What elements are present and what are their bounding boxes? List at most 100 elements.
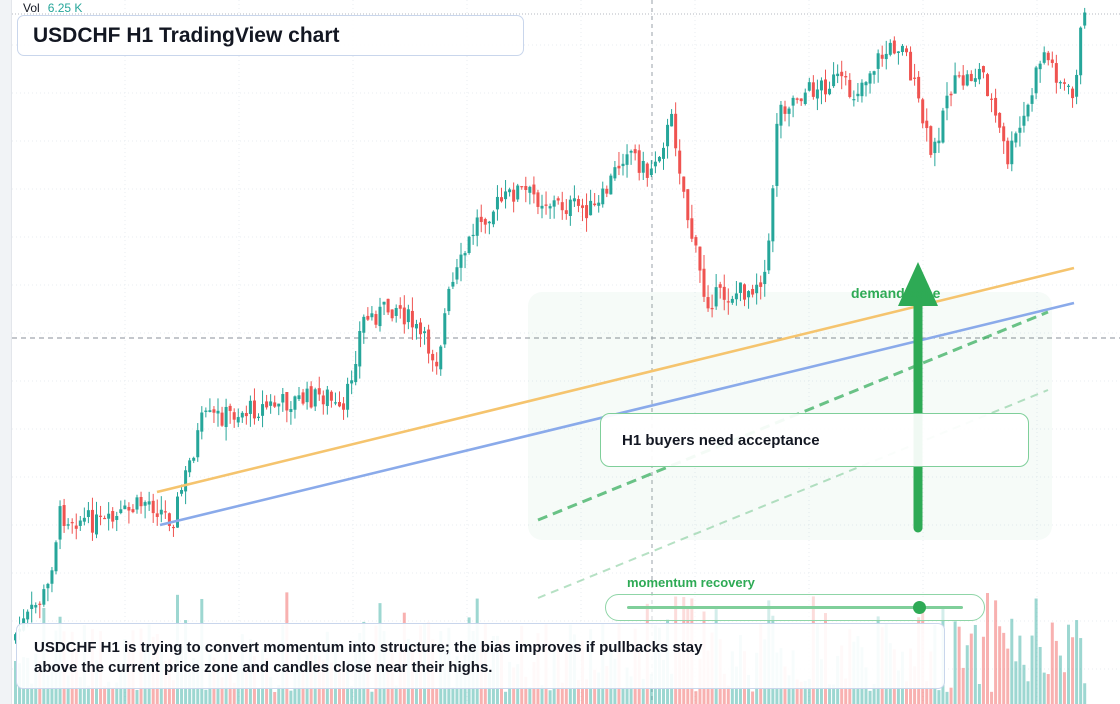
- candle-body: [62, 505, 66, 526]
- candle-body: [90, 509, 94, 533]
- volume-bar: [257, 688, 260, 704]
- volume-bar: [46, 675, 50, 704]
- candle-body: [236, 417, 240, 423]
- candle-body: [70, 522, 74, 524]
- candle-body: [305, 388, 309, 403]
- volume-bar: [135, 689, 139, 704]
- volume-bar: [277, 685, 281, 704]
- callout-text: H1 buyers need acceptance: [622, 431, 820, 449]
- volume-bar: [965, 645, 969, 704]
- candle-body: [734, 293, 738, 300]
- candle-body: [394, 307, 398, 316]
- candle-body: [131, 509, 135, 513]
- candle-body: [783, 106, 787, 114]
- candle-body: [969, 73, 973, 82]
- candle-body: [74, 525, 78, 529]
- candle-body: [990, 98, 994, 100]
- candle-body: [127, 506, 131, 511]
- candle-body: [451, 281, 455, 287]
- volume-bar: [451, 687, 455, 704]
- volume-bar: [832, 684, 836, 704]
- candle-body: [269, 401, 273, 406]
- volume-bar: [905, 681, 908, 704]
- candle-body: [471, 234, 475, 237]
- volume-bar: [273, 691, 277, 704]
- candle-body: [933, 141, 937, 154]
- candle-body: [99, 515, 103, 517]
- volume-bar: [973, 624, 977, 704]
- candle-body: [613, 167, 617, 179]
- volume-bar: [1058, 655, 1062, 704]
- candle-body: [159, 509, 163, 515]
- left-scale-strip: [0, 0, 12, 704]
- candle-body: [803, 92, 807, 104]
- volume-bar: [1054, 640, 1058, 704]
- volume-bar: [1075, 620, 1079, 704]
- volume-bar: [1014, 661, 1018, 704]
- candle-body: [666, 124, 670, 147]
- candle-body: [925, 120, 929, 129]
- candle-body: [382, 301, 386, 305]
- candle-body: [273, 402, 277, 407]
- candle-body: [123, 505, 127, 510]
- volume-bar: [1026, 681, 1030, 704]
- volume-bar: [641, 678, 645, 704]
- candle-body: [487, 221, 491, 224]
- candle-body: [188, 460, 192, 473]
- candle-body: [775, 123, 779, 186]
- candle-body: [500, 197, 503, 202]
- volume-bar: [998, 626, 1002, 704]
- candle-body: [706, 297, 710, 309]
- candle-body: [532, 184, 536, 195]
- candle-body: [192, 457, 196, 461]
- volume-bar: [828, 684, 832, 704]
- candle-body: [872, 71, 876, 75]
- candle-body: [1071, 88, 1075, 99]
- volume-bar: [528, 687, 532, 704]
- candle-body: [208, 410, 212, 412]
- candle-body: [710, 307, 714, 310]
- volume-bar: [435, 688, 439, 704]
- candle-body: [14, 634, 17, 641]
- candles: [14, 7, 1087, 644]
- volume-bar: [1038, 646, 1042, 704]
- volume-bar: [1022, 664, 1026, 704]
- volume-bar: [868, 690, 872, 704]
- candle-body: [220, 412, 224, 426]
- volume-bar: [115, 682, 119, 704]
- candle-body: [815, 89, 819, 99]
- candle-body: [58, 506, 62, 540]
- candle-body: [163, 511, 167, 513]
- candle-body: [730, 298, 734, 303]
- volume-bar: [925, 681, 929, 704]
- candle-body: [431, 353, 435, 361]
- candle-body: [171, 526, 175, 529]
- volume-bar: [1071, 637, 1075, 704]
- candle-body: [184, 470, 188, 492]
- candle-body: [342, 403, 346, 410]
- candle-body: [78, 520, 82, 526]
- candle-body: [42, 589, 46, 605]
- candle-body: [370, 313, 374, 318]
- candle-body: [176, 496, 179, 528]
- candle-body: [568, 199, 572, 216]
- candle-body: [824, 79, 827, 95]
- volume-bar: [751, 691, 755, 704]
- candle-body: [1058, 82, 1062, 84]
- volume-bar: [977, 684, 981, 704]
- volume-bar: [66, 675, 70, 704]
- candle-body: [957, 75, 961, 77]
- callout-box: H1 buyers need acceptance: [600, 413, 1029, 467]
- volume-bar: [107, 681, 111, 704]
- candle-body: [232, 412, 236, 420]
- candle-body: [46, 583, 50, 589]
- volume-bar: [560, 682, 564, 704]
- candle-body: [953, 75, 957, 94]
- candle-body: [261, 404, 265, 416]
- candle-body: [119, 509, 123, 514]
- candle-body: [892, 40, 896, 54]
- candle-body: [540, 205, 544, 209]
- candle-body: [427, 329, 431, 354]
- candle-body: [917, 76, 921, 99]
